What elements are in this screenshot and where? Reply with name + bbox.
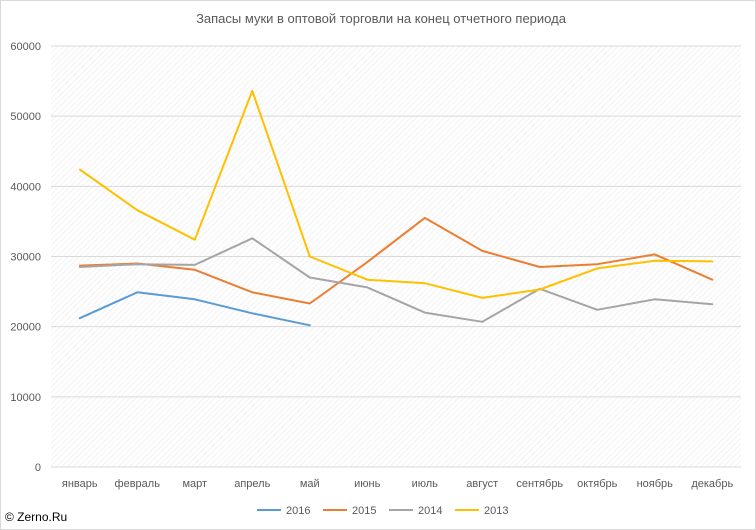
plot-area: 0 10000 20000 30000 40000 50000 60000 январь фев… (10, 41, 741, 490)
legend-label-2015: 2015 (352, 505, 376, 517)
y-tick-label: 30000 (10, 252, 41, 264)
legend-label-2016: 2016 (286, 505, 310, 517)
series-line-2013 (78, 89, 714, 299)
y-tick-label: 20000 (10, 322, 41, 334)
legend-label-2014: 2014 (418, 505, 442, 517)
y-tick-label: 10000 (10, 392, 41, 404)
y-tick-label: 50000 (10, 111, 41, 123)
x-tick-label: сентябрь (516, 478, 563, 490)
x-tick-label: август (466, 478, 498, 490)
series-line-2015 (78, 216, 714, 305)
y-tick-label: 0 (35, 462, 41, 474)
series-line-2014 (78, 237, 714, 323)
legend: 2016 2015 2014 2013 (257, 505, 508, 517)
x-tick-label: апрель (234, 478, 270, 490)
x-tick-label: январь (62, 478, 98, 490)
y-tick-label: 60000 (10, 41, 41, 53)
x-tick-label: июль (412, 478, 439, 490)
y-tick-label: 40000 (10, 181, 41, 193)
x-tick-label: октябрь (577, 478, 617, 490)
x-tick-label: март (182, 478, 207, 490)
x-tick-label: декабрь (691, 478, 733, 490)
x-tick-label: май (300, 478, 320, 490)
series-line-2016 (78, 291, 311, 327)
legend-label-2013: 2013 (484, 505, 508, 517)
x-tick-label: февраль (115, 478, 161, 490)
x-tick-label: июнь (354, 478, 380, 490)
x-tick-label: ноябрь (637, 478, 674, 490)
chart-title: Запасы муки в оптовой торговли на конец … (196, 11, 567, 26)
watermark: © Zerno.Ru (5, 510, 68, 524)
